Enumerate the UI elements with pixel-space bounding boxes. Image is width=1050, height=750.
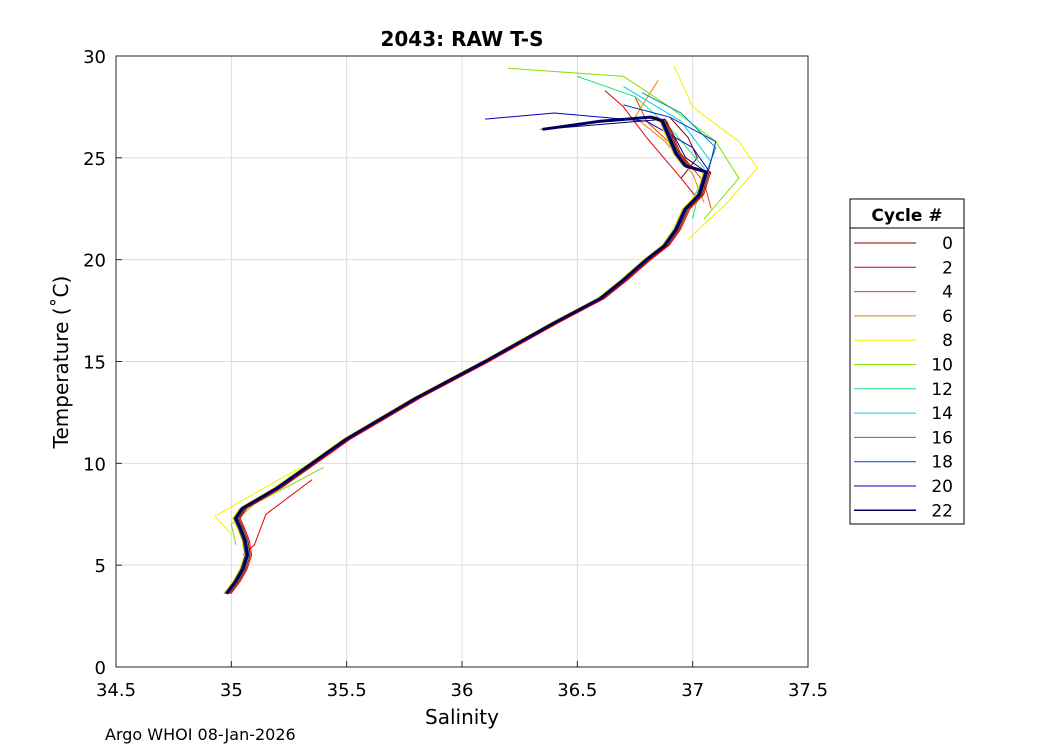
legend-label: 2 (942, 258, 953, 278)
x-tick-label: 36.5 (557, 680, 597, 701)
legend-label: 12 (931, 380, 953, 400)
cycle-8-surface-line (673, 65, 758, 240)
cycle-0-profile-line (229, 116, 710, 595)
x-tick-label: 37 (681, 680, 704, 701)
cycle-8-profile-line (223, 116, 704, 595)
y-axis-label: Temperature (˚C) (49, 276, 73, 450)
footer-credit: Argo WHOI 08-Jan-2026 (105, 725, 296, 744)
y-tick-label: 15 (83, 353, 106, 374)
y-tick-label: 20 (83, 251, 106, 272)
legend-label: 0 (942, 234, 953, 254)
y-tick-label: 5 (95, 556, 106, 577)
legend-label: 6 (942, 307, 953, 327)
legend-entries: 0 2 4 6 8 10 12 14 16 18 20 22 (854, 234, 953, 521)
cycle-6-surface-line (634, 80, 705, 203)
cycle-2-profile-line (230, 116, 712, 595)
x-tick-label: 35 (220, 680, 243, 701)
y-tick-label: 25 (83, 149, 106, 170)
chart-title: 2043: RAW T-S (380, 27, 543, 51)
y-tick-label: 0 (95, 658, 106, 679)
legend-label: 20 (931, 477, 953, 497)
legend-label: 10 (931, 356, 953, 376)
cycle-2-surface-line (604, 90, 698, 199)
legend-label: 14 (931, 404, 953, 424)
cycle-20-surface-line (485, 112, 712, 175)
cycle-22-profile-line (225, 115, 708, 595)
cycle-18-surface-line (623, 104, 717, 189)
legend-label: 16 (931, 428, 953, 448)
y-tick-label: 30 (83, 47, 106, 68)
legend-label: 22 (931, 501, 953, 521)
x-tick-label: 36 (451, 680, 474, 701)
x-axis-ticks: 34.5 35 35.5 36 36.5 37 37.5 (96, 661, 828, 701)
legend-box (849, 198, 965, 525)
legend-title: Cycle # (871, 206, 942, 226)
cycle-8-deep-line (214, 466, 301, 535)
legend-label: 4 (942, 283, 953, 303)
series-group (214, 65, 758, 595)
x-tick-label: 35.5 (327, 680, 367, 701)
x-axis-label: Salinity (425, 705, 499, 729)
legend: Cycle # 0 2 4 6 8 10 12 14 16 18 20 22 (849, 198, 965, 525)
y-tick-label: 10 (83, 454, 106, 475)
x-tick-label: 34.5 (96, 680, 136, 701)
y-axis-ticks: 0 5 10 15 20 25 30 (83, 47, 122, 679)
cycle-22-surface-line (542, 118, 707, 173)
legend-label: 8 (942, 331, 953, 351)
legend-label: 18 (931, 453, 953, 473)
x-tick-label: 37.5 (788, 680, 828, 701)
